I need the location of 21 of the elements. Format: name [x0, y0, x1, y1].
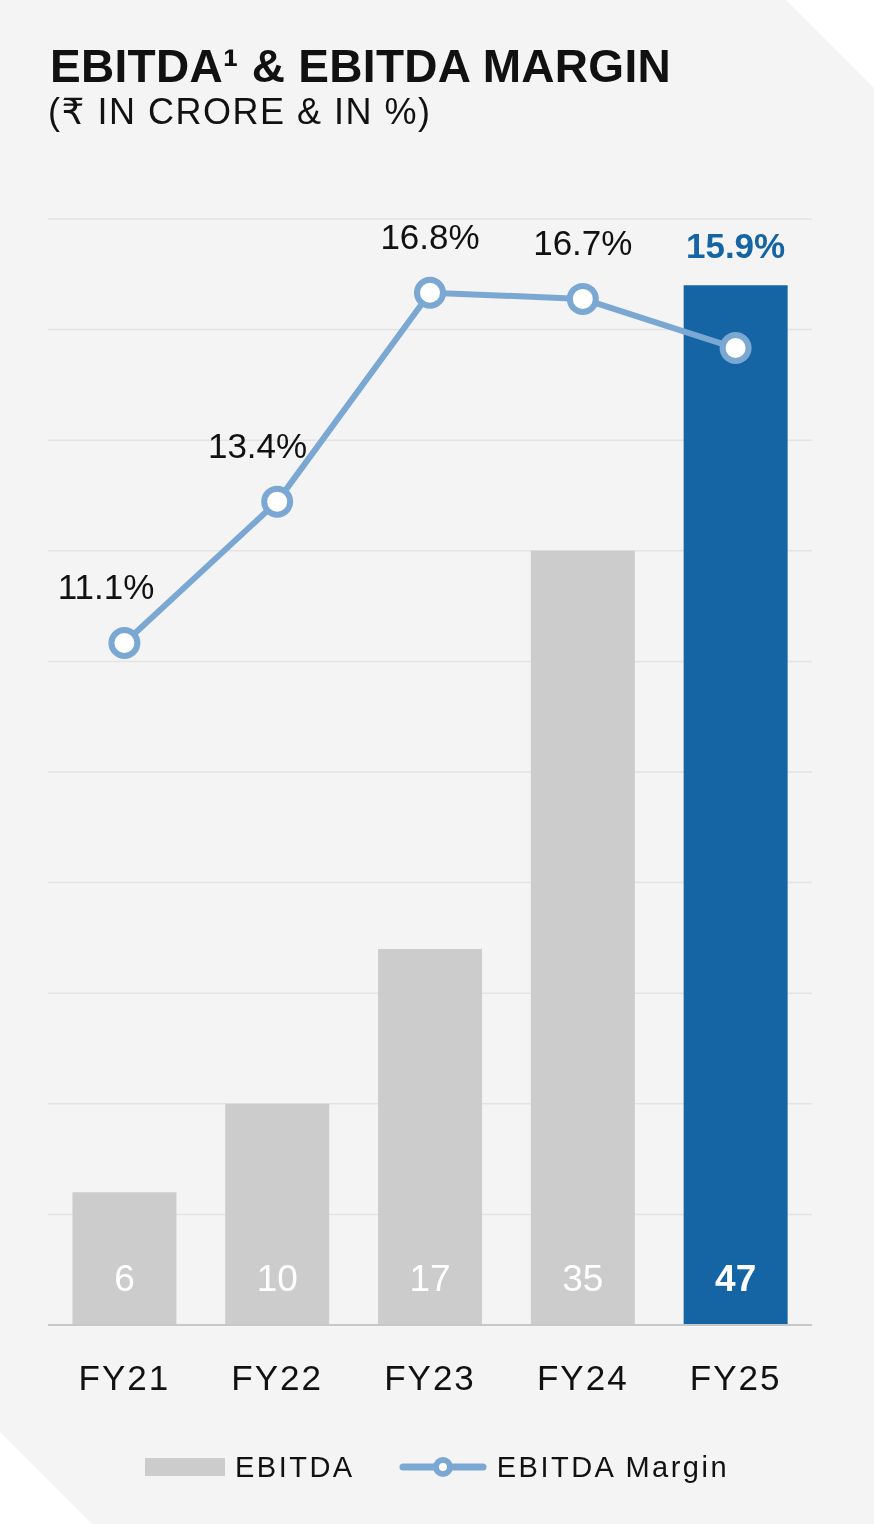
x-tick-label: FY22: [231, 1357, 324, 1397]
chart-subtitle: (₹ IN CRORE & IN %): [48, 91, 432, 132]
point: [414, 276, 446, 309]
bar: [683, 285, 788, 1325]
data-label: 13.4%: [207, 426, 308, 466]
data-label: 16.8%: [380, 217, 480, 257]
point: [719, 332, 752, 365]
x-tick-label: FY24: [536, 1357, 629, 1397]
point: [108, 626, 141, 659]
x-tick-label: FY25: [689, 1357, 782, 1397]
data-label: 47: [715, 1257, 757, 1299]
data-label: 15.9%: [685, 225, 786, 265]
chart-title: EBITDA¹ & EBITDA MARGIN: [50, 40, 672, 92]
x-tick-label: FY21: [78, 1357, 171, 1397]
data-label: 16.7%: [533, 223, 633, 263]
data-label: 11.1%: [57, 567, 155, 607]
legend-label: EBITDA Margin: [496, 1450, 730, 1484]
legend-label: EBITDA: [234, 1450, 355, 1484]
point: [261, 485, 294, 518]
point: [566, 282, 599, 315]
x-tick-label: FY23: [384, 1357, 476, 1397]
